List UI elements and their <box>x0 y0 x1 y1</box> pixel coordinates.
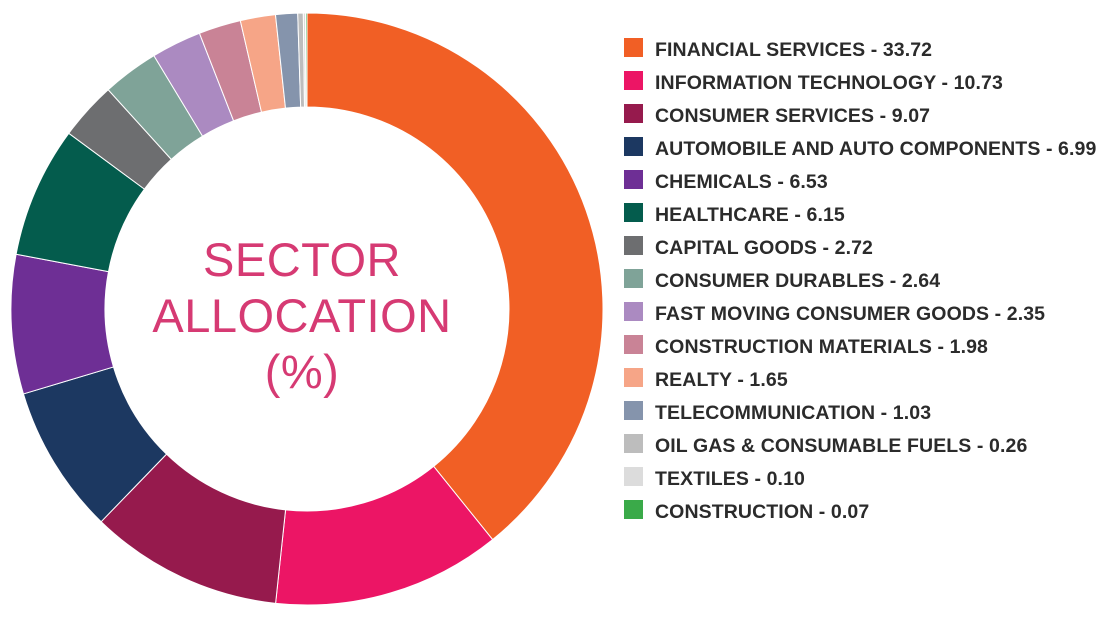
legend-label: REALTY - 1.65 <box>655 369 788 391</box>
legend-label: FINANCIAL SERVICES - 33.72 <box>655 39 933 61</box>
legend-item: CAPITAL GOODS - 2.72 <box>624 234 1100 263</box>
legend-item: CHEMICALS - 6.53 <box>624 168 1100 197</box>
legend-swatch <box>624 335 643 354</box>
legend-label: CONSTRUCTION MATERIALS - 1.98 <box>655 336 988 358</box>
legend-swatch <box>624 302 643 321</box>
legend-label: CAPITAL GOODS - 2.72 <box>655 237 873 259</box>
chart-title: SECTOR ALLOCATION (%) <box>152 232 452 400</box>
pie-slice-construction <box>304 12 308 108</box>
donut-chart <box>10 12 604 606</box>
legend-item: AUTOMOBILE AND AUTO COMPONENTS - 6.99 <box>624 135 1100 164</box>
legend-item: FINANCIAL SERVICES - 33.72 <box>624 36 1100 65</box>
chart-title-line: (%) <box>264 345 340 398</box>
legend-swatch <box>624 236 643 255</box>
legend-item: INFORMATION TECHNOLOGY - 10.73 <box>624 69 1100 98</box>
legend-swatch <box>624 467 643 486</box>
legend-item: CONSTRUCTION MATERIALS - 1.98 <box>624 333 1100 362</box>
chart-legend: FINANCIAL SERVICES - 33.72 INFORMATION TE… <box>624 36 1100 531</box>
legend-item: OIL GAS & CONSUMABLE FUELS - 0.26 <box>624 432 1100 461</box>
legend-item: TELECOMMUNICATION - 1.03 <box>624 399 1100 428</box>
legend-swatch <box>624 104 643 123</box>
legend-item: FAST MOVING CONSUMER GOODS - 2.35 <box>624 300 1100 329</box>
legend-item: CONSTRUCTION - 0.07 <box>624 498 1100 527</box>
legend-swatch <box>624 71 643 90</box>
legend-swatch <box>624 500 643 519</box>
legend-label: TELECOMMUNICATION - 1.03 <box>655 402 932 424</box>
chart-title-line: SECTOR <box>203 233 401 286</box>
pie-slice-financial-services <box>306 12 604 541</box>
legend-label: CONSTRUCTION - 0.07 <box>655 501 870 523</box>
legend-label: HEALTHCARE - 6.15 <box>655 204 845 226</box>
legend-swatch <box>624 434 643 453</box>
legend-swatch <box>624 203 643 222</box>
legend-swatch <box>624 401 643 420</box>
legend-label: FAST MOVING CONSUMER GOODS - 2.35 <box>655 303 1046 325</box>
legend-swatch <box>624 269 643 288</box>
legend-item: CONSUMER DURABLES - 2.64 <box>624 267 1100 296</box>
legend-item: REALTY - 1.65 <box>624 366 1100 395</box>
legend-swatch <box>624 38 643 57</box>
legend-label: CONSUMER SERVICES - 9.07 <box>655 105 931 127</box>
legend-item: CONSUMER SERVICES - 9.07 <box>624 102 1100 131</box>
legend-label: AUTOMOBILE AND AUTO COMPONENTS - 6.99 <box>655 138 1097 160</box>
legend-label: INFORMATION TECHNOLOGY - 10.73 <box>655 72 1003 94</box>
legend-swatch <box>624 170 643 189</box>
legend-swatch <box>624 368 643 387</box>
legend-item: TEXTILES - 0.10 <box>624 465 1100 494</box>
legend-item: HEALTHCARE - 6.15 <box>624 201 1100 230</box>
chart-title-line: ALLOCATION <box>152 289 452 342</box>
legend-label: TEXTILES - 0.10 <box>655 468 805 490</box>
legend-swatch <box>624 137 643 156</box>
legend-label: CHEMICALS - 6.53 <box>655 171 828 193</box>
legend-label: OIL GAS & CONSUMABLE FUELS - 0.26 <box>655 435 1028 457</box>
legend-label: CONSUMER DURABLES - 2.64 <box>655 270 941 292</box>
